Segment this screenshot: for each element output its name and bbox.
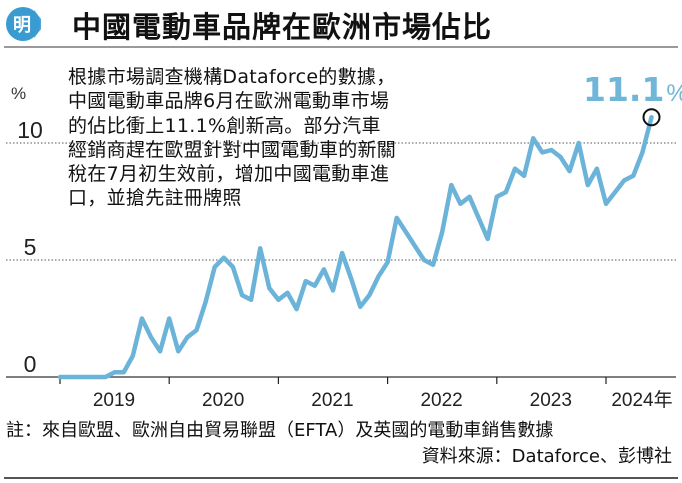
peak-unit: % xyxy=(666,80,682,107)
description-line: 口，並搶先註冊牌照 xyxy=(68,187,242,210)
description-line: 中國電動車品牌6月在歐洲電動車市場 xyxy=(68,90,390,113)
x-axis-ticks: 2019 2020 2021 2022 2023 2024年 xyxy=(59,377,673,411)
y-axis-ticks: 0 5 10 xyxy=(17,117,43,377)
x-tick-label: 2022 xyxy=(420,390,462,411)
x-tick-label: 2020 xyxy=(202,390,244,411)
y-tick-label: 5 xyxy=(24,234,37,260)
series-line xyxy=(57,115,654,380)
description-line: 經銷商趕在歐盟針對中國電動車的新關 xyxy=(68,138,397,161)
bottom-divider xyxy=(4,477,678,479)
x-tick-label: 2024年 xyxy=(611,389,672,411)
description-line: 稅在7月初生效前，增加中國電動車進 xyxy=(68,163,390,186)
footnote: 註：來自歐盟、歐洲自由貿易聯盟（EFTA）及英國的電動車銷售數據 xyxy=(6,420,554,441)
x-tick-label: 2021 xyxy=(311,390,353,411)
title-divider xyxy=(4,46,678,48)
peak-value: 11.1 xyxy=(583,70,665,109)
peak-marker xyxy=(642,108,661,127)
logo-glyph: 明 xyxy=(13,15,31,36)
page-title: 中國電動車品牌在歐洲市場佔比 xyxy=(72,10,493,44)
description-text: 根據市場調查機構Dataforce的數據， 中國電動車品牌6月在歐洲電動車市場 … xyxy=(68,65,444,211)
source-credit: 資料來源：Dataforce、彭博社 xyxy=(421,446,672,467)
x-tick-label: 2019 xyxy=(93,390,135,411)
mingpao-logo-icon: 明 xyxy=(6,7,41,41)
x-tick-label: 2023 xyxy=(530,390,572,411)
description-line: 的佔比衝上11.1%創新高。部分汽車 xyxy=(68,114,381,137)
y-tick-label: 10 xyxy=(17,117,43,143)
description-line: 根據市場調查機構Dataforce的數據， xyxy=(68,66,396,88)
y-tick-label: 0 xyxy=(24,351,37,377)
y-axis-unit: % xyxy=(11,84,27,103)
peak-annotation: 11.1% xyxy=(583,70,682,109)
